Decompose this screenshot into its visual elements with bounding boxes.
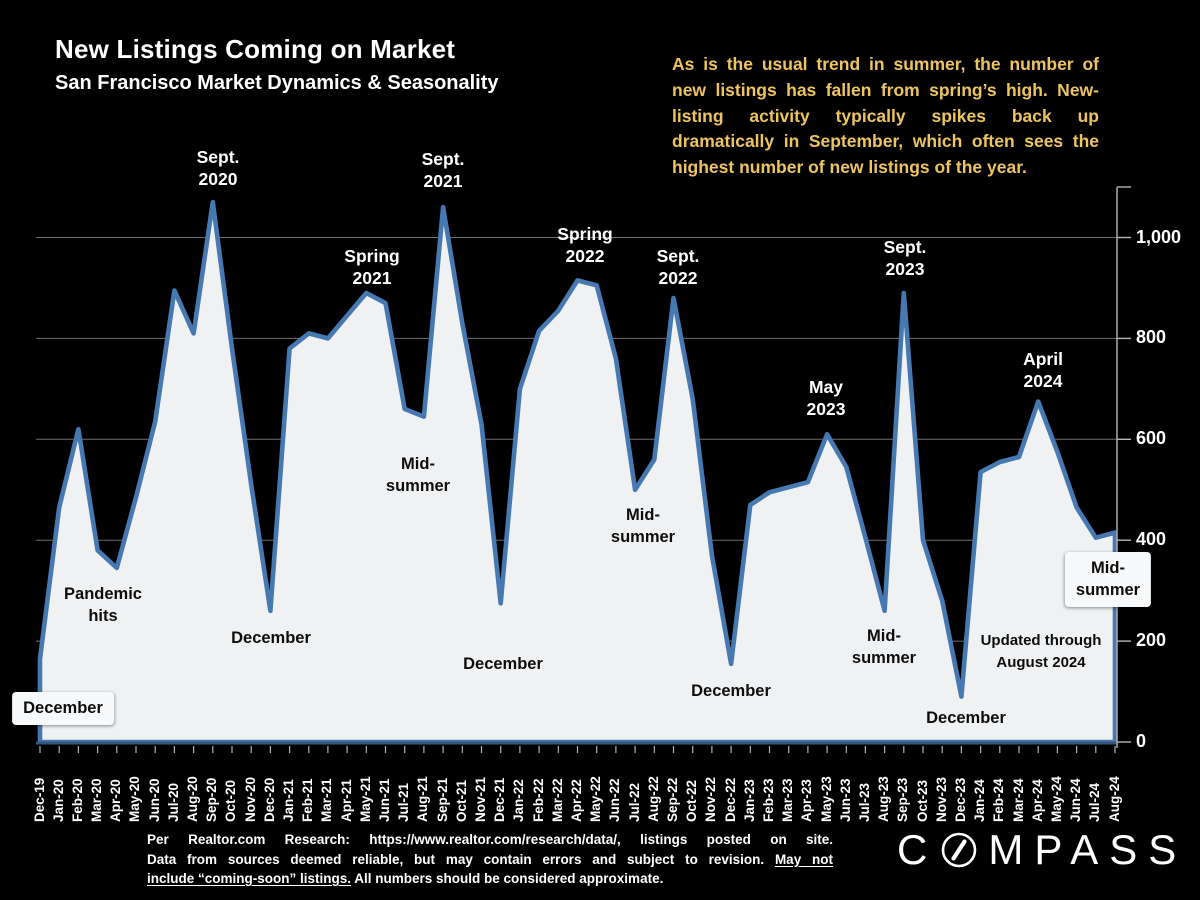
x-axis-month-label: Mar-21: [319, 778, 335, 822]
x-axis-month-label: Nov-22: [703, 776, 719, 822]
annotation-label: Mid- summer: [610, 506, 676, 546]
x-axis-month-label: Sep-23: [895, 777, 911, 822]
x-axis-month-label: Aug-22: [645, 776, 661, 822]
annotation-label: Sept. 2021: [421, 149, 465, 191]
x-axis-month-label: May-21: [357, 776, 373, 822]
x-axis-month-label: Jun-23: [837, 778, 853, 822]
x-axis-month-label: Oct-22: [684, 779, 700, 822]
y-axis-tick-label: 800: [1136, 327, 1167, 348]
x-axis-month-label: Jan-23: [741, 779, 757, 822]
x-axis-month-label: Apr-20: [108, 779, 124, 822]
footer-disclaimer: Per Realtor.com Research: https://www.re…: [147, 830, 833, 889]
x-axis-month-label: May-24: [1048, 776, 1064, 822]
x-axis-month-label: Nov-20: [242, 776, 258, 822]
footer-line-1: Per Realtor.com Research: https://www.re…: [147, 832, 833, 847]
annotation-label: April 2024: [1023, 349, 1063, 391]
x-axis-month-label: Jan-24: [972, 779, 988, 822]
annotation-label: Updated through August 2024: [980, 632, 1102, 671]
annotation-label: Spring 2021: [344, 246, 400, 288]
annotation-label: Sept. 2020: [196, 147, 240, 189]
y-axis-tick-label: 400: [1136, 529, 1167, 550]
y-axis-tick-label: 1,000: [1136, 226, 1182, 247]
annotation-label: Mid- summer: [385, 455, 451, 495]
annotation-label: Sept. 2023: [883, 237, 927, 279]
x-axis-month-label: May-20: [127, 776, 143, 822]
logo-letter-c: C: [897, 826, 939, 873]
x-axis-month-label: Oct-21: [453, 779, 469, 822]
x-axis-month-label: Dec-22: [722, 777, 738, 822]
x-axis-month-label: Apr-21: [338, 779, 354, 822]
x-axis-month-label: Dec-23: [952, 777, 968, 822]
annotation-label: December: [691, 682, 771, 700]
commentary-text: As is the usual trend in summer, the num…: [672, 54, 1099, 178]
x-axis-month-label: Apr-23: [799, 779, 815, 822]
x-axis-month-label: May-22: [588, 776, 604, 822]
x-axis-month-label: Sep-22: [664, 777, 680, 822]
x-axis-month-label: Aug-21: [415, 776, 431, 822]
annotation-label: December: [463, 655, 543, 673]
x-axis-month-label: Dec-20: [261, 777, 277, 822]
x-axis-month-label: Mar-22: [549, 778, 565, 822]
x-axis-month-label: Jan-22: [511, 779, 527, 822]
y-axis-tick-label: 200: [1136, 630, 1167, 651]
x-axis-month-label: Sep-21: [434, 777, 450, 822]
header: New Listings Coming on Market San Franci…: [55, 34, 499, 95]
x-axis-month-label: Feb-21: [300, 778, 316, 822]
x-axis-month-label: Jul-20: [165, 782, 181, 822]
x-axis-month-label: Mar-23: [780, 778, 796, 822]
x-axis-month-label: Dec-21: [492, 777, 508, 822]
x-axis-month-label: Jul-23: [856, 782, 872, 822]
x-axis-month-label: Feb-24: [991, 778, 1007, 822]
x-axis-month-label: Nov-21: [473, 776, 489, 822]
x-axis-month-label: Aug-23: [876, 776, 892, 822]
annotation-label: December: [12, 692, 114, 725]
x-axis-month-label: Jul-22: [626, 782, 642, 822]
x-axis-month-label: Sep-20: [204, 777, 220, 822]
x-axis-month-label: Jun-22: [607, 778, 623, 822]
x-axis-month-label: Oct-23: [914, 779, 930, 822]
x-axis-month-label: May-23: [818, 776, 834, 822]
annotation-label: Mid- summer: [851, 627, 917, 667]
footer-line-3: include “coming-soon” listings. All numb…: [147, 871, 664, 886]
page-subtitle: San Francisco Market Dynamics & Seasonal…: [55, 72, 499, 94]
x-axis-month-label: Aug-20: [185, 776, 201, 822]
footer-line-2: Data from sources deemed reliable, but m…: [147, 851, 833, 867]
x-axis-month-label: Aug-24: [1106, 776, 1122, 822]
annotation-label: Spring 2022: [557, 224, 613, 266]
x-axis-month-label: Jun-20: [146, 778, 162, 822]
annotation-label: Sept. 2022: [656, 246, 700, 288]
compass-logo: C MPASS: [897, 824, 1187, 876]
x-axis-month-label: Apr-24: [1029, 779, 1045, 822]
x-axis-month-label: Feb-22: [530, 778, 546, 822]
x-axis-month-label: Feb-20: [69, 778, 85, 822]
annotation-label: Mid- summer: [1064, 552, 1152, 607]
x-axis-month-label: Jan-21: [281, 779, 297, 822]
compass-slashed-o-icon: [942, 832, 977, 868]
page-title: New Listings Coming on Market: [55, 34, 456, 64]
y-axis-tick-label: 600: [1136, 428, 1167, 449]
x-axis-month-label: Nov-23: [933, 776, 949, 822]
x-axis-month-label: Jan-20: [50, 779, 66, 822]
x-axis-month-label: Jul-21: [396, 782, 412, 822]
x-axis-month-label: Apr-22: [569, 779, 584, 822]
x-axis-month-label: Feb-23: [760, 778, 776, 822]
annotation-label: Pandemic hits: [64, 585, 142, 625]
x-axis-month-label: Dec-19: [31, 777, 47, 822]
x-axis-month-label: Jun-21: [377, 778, 393, 822]
y-axis-tick-label: 0: [1136, 731, 1147, 751]
annotation-label: December: [926, 709, 1006, 727]
x-axis-month-label: Mar-24: [1010, 778, 1026, 822]
logo-letters-mpass: MPASS: [988, 826, 1188, 873]
x-axis-month-label: Oct-20: [223, 779, 239, 822]
x-axis-month-label: Jun-24: [1068, 778, 1084, 822]
annotation-label: May 2023: [806, 377, 846, 419]
x-axis-month-label: Mar-20: [89, 778, 105, 822]
x-axis-month-label: Jul-24: [1087, 782, 1103, 822]
annotation-label: December: [231, 629, 311, 647]
